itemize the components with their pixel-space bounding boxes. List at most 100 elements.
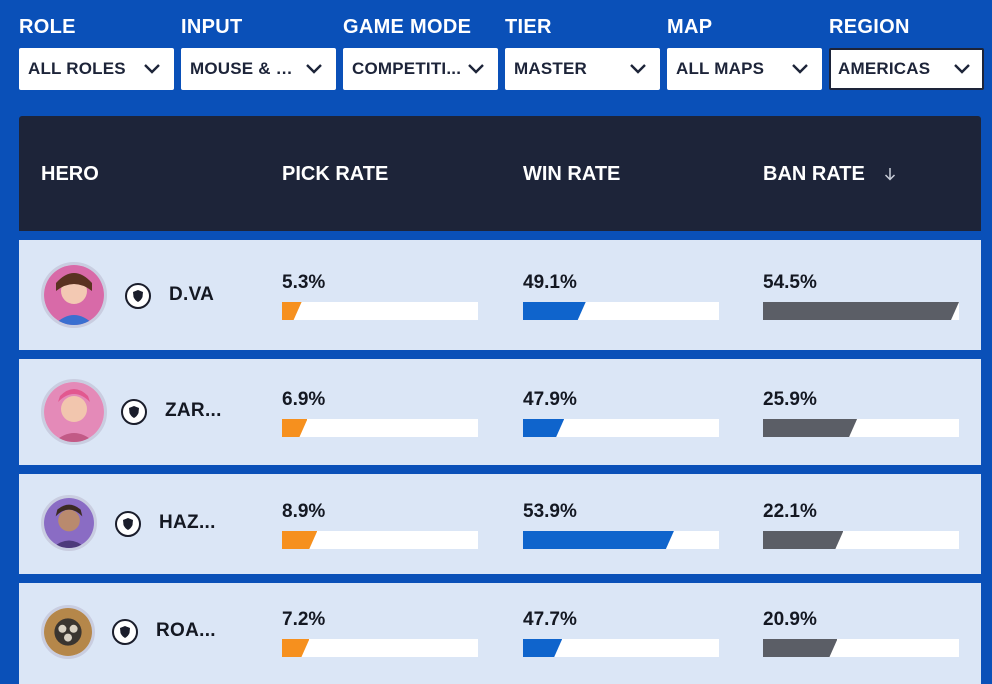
ban-rate-cell: 54.5% xyxy=(763,271,959,320)
ban-rate-bar xyxy=(763,639,959,657)
win-rate-cell: 49.1% xyxy=(523,271,719,320)
win-rate-fill xyxy=(523,531,674,549)
column-header-label: BAN RATE xyxy=(763,163,865,185)
pick-rate-bar xyxy=(282,639,478,657)
filter-label: ROLE xyxy=(19,16,76,38)
filter-game-mode: GAME MODE COMPETITI... xyxy=(343,14,498,90)
role-dropdown[interactable]: ALL ROLES xyxy=(19,48,174,90)
filter-role: ROLE ALL ROLES xyxy=(19,14,174,90)
table-header: HERO PICK RATE WIN RATE BAN RATE xyxy=(19,116,981,231)
win-rate-bar xyxy=(523,302,719,320)
ban-rate-cell: 22.1% xyxy=(763,500,959,549)
ban-rate-value: 20.9% xyxy=(763,609,817,630)
pick-rate-value: 5.3% xyxy=(282,272,326,293)
dropdown-value: COMPETITI... xyxy=(352,59,462,78)
hero-name: HAZ... xyxy=(159,512,216,533)
pick-rate-bar xyxy=(282,302,478,320)
filter-bar: ROLE ALL ROLES INPUT MOUSE & K... GAME M… xyxy=(19,14,984,90)
ban-rate-cell: 25.9% xyxy=(763,388,959,437)
pick-rate-cell: 6.9% xyxy=(282,388,478,437)
table-row[interactable]: HAZ... 8.9% 53.9% 22.1% xyxy=(19,474,981,574)
hero-avatar xyxy=(41,605,95,659)
ban-rate-value: 54.5% xyxy=(763,272,817,293)
hero-name: D.VA xyxy=(169,284,215,305)
table-row[interactable]: D.VA 5.3% 49.1% 54.5% xyxy=(19,240,981,350)
hero-avatar xyxy=(41,379,107,445)
ban-rate-bar xyxy=(763,419,959,437)
region-dropdown[interactable]: AMERICAS xyxy=(829,48,984,90)
column-header-hero[interactable]: HERO xyxy=(41,163,99,185)
map-dropdown[interactable]: ALL MAPS xyxy=(667,48,822,90)
filter-label: GAME MODE xyxy=(343,16,472,38)
game-mode-dropdown[interactable]: COMPETITI... xyxy=(343,48,498,90)
chevron-down-icon xyxy=(792,64,808,74)
ban-rate-fill xyxy=(763,531,843,549)
filter-label: MAP xyxy=(667,16,713,38)
input-dropdown[interactable]: MOUSE & K... xyxy=(181,48,336,90)
win-rate-bar xyxy=(523,531,719,549)
filter-region: REGION AMERICAS xyxy=(829,14,984,90)
filter-input: INPUT MOUSE & K... xyxy=(181,14,336,90)
hero-avatar xyxy=(41,262,107,328)
tank-shield-icon xyxy=(112,619,138,645)
tank-shield-icon xyxy=(115,511,141,537)
pick-rate-fill xyxy=(282,639,309,657)
hero-name: ZAR... xyxy=(165,400,222,421)
pick-rate-cell: 7.2% xyxy=(282,608,478,657)
win-rate-bar xyxy=(523,639,719,657)
pick-rate-bar xyxy=(282,419,478,437)
win-rate-cell: 47.7% xyxy=(523,608,719,657)
win-rate-fill xyxy=(523,639,562,657)
ban-rate-bar xyxy=(763,531,959,549)
ban-rate-cell: 20.9% xyxy=(763,608,959,657)
win-rate-value: 47.7% xyxy=(523,609,577,630)
pick-rate-fill xyxy=(282,419,307,437)
ban-rate-value: 22.1% xyxy=(763,501,817,522)
pick-rate-cell: 5.3% xyxy=(282,271,478,320)
win-rate-cell: 53.9% xyxy=(523,500,719,549)
tier-dropdown[interactable]: MASTER xyxy=(505,48,660,90)
column-header-pick-rate[interactable]: PICK RATE xyxy=(282,163,389,185)
win-rate-value: 47.9% xyxy=(523,389,577,410)
ban-rate-fill xyxy=(763,302,959,320)
chevron-down-icon xyxy=(954,64,970,74)
ban-rate-fill xyxy=(763,639,837,657)
dropdown-value: ALL ROLES xyxy=(28,59,126,78)
pick-rate-fill xyxy=(282,302,302,320)
pick-rate-value: 7.2% xyxy=(282,609,326,630)
tank-shield-icon xyxy=(121,399,147,425)
hero-avatar xyxy=(41,495,97,551)
pick-rate-bar xyxy=(282,531,478,549)
pick-rate-value: 6.9% xyxy=(282,389,326,410)
win-rate-cell: 47.9% xyxy=(523,388,719,437)
filter-tier: TIER MASTER xyxy=(505,14,660,90)
hero-stats-table: HERO PICK RATE WIN RATE BAN RATE D.VA 5.… xyxy=(19,116,981,684)
ban-rate-bar xyxy=(763,302,959,320)
chevron-down-icon xyxy=(144,64,160,74)
pick-rate-value: 8.9% xyxy=(282,501,326,522)
table-row[interactable]: ZAR... 6.9% 47.9% 25.9% xyxy=(19,359,981,465)
chevron-down-icon xyxy=(630,64,646,74)
tank-shield-icon xyxy=(125,283,151,309)
filter-map: MAP ALL MAPS xyxy=(667,14,822,90)
pick-rate-cell: 8.9% xyxy=(282,500,478,549)
hero-name: ROA... xyxy=(156,620,216,641)
column-header-ban-rate[interactable]: BAN RATE xyxy=(763,162,896,186)
filter-label: INPUT xyxy=(181,16,243,38)
table-row[interactable]: ROA... 7.2% 47.7% 20.9% xyxy=(19,583,981,684)
column-header-win-rate[interactable]: WIN RATE xyxy=(523,163,621,185)
win-rate-value: 49.1% xyxy=(523,272,577,293)
win-rate-bar xyxy=(523,419,719,437)
win-rate-value: 53.9% xyxy=(523,501,577,522)
chevron-down-icon xyxy=(468,64,484,74)
ban-rate-value: 25.9% xyxy=(763,389,817,410)
filter-label: TIER xyxy=(505,16,552,38)
arrow-down-icon xyxy=(885,168,896,181)
win-rate-fill xyxy=(523,419,564,437)
filter-label: REGION xyxy=(829,16,910,38)
dropdown-value: ALL MAPS xyxy=(676,59,765,78)
dropdown-value: AMERICAS xyxy=(838,59,931,78)
dropdown-value: MASTER xyxy=(514,59,587,78)
ban-rate-fill xyxy=(763,419,857,437)
pick-rate-fill xyxy=(282,531,317,549)
